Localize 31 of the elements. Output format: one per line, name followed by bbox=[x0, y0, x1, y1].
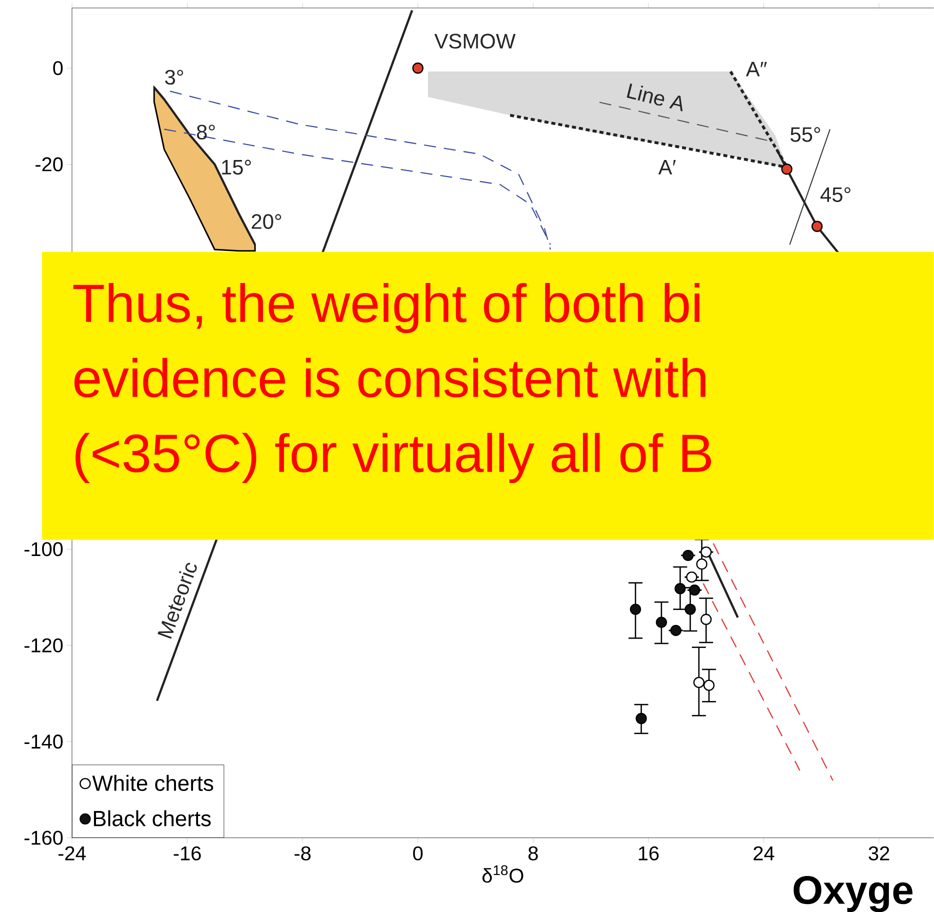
x-tick-label: 32 bbox=[868, 846, 890, 860]
x-tick-label: -8 bbox=[294, 846, 311, 860]
annotation: 20° bbox=[252, 214, 282, 229]
y-tick-label: -160 bbox=[24, 830, 63, 845]
y-tick-label: -20 bbox=[36, 157, 63, 172]
y-tick-label: -140 bbox=[24, 734, 63, 749]
x-tick-label: -24 bbox=[58, 846, 86, 860]
x-tick-label: 0 bbox=[413, 846, 423, 860]
annotation: 45° bbox=[820, 187, 850, 202]
annotation: VSMOW bbox=[434, 34, 516, 48]
y-tick-label: -100 bbox=[24, 542, 63, 556]
legend-label: Black cherts bbox=[94, 810, 211, 826]
annotation: A″ bbox=[746, 62, 767, 76]
annotation: Line A bbox=[626, 83, 683, 112]
x-tick-label: 16 bbox=[638, 846, 659, 860]
annotation: (<35°C) for virtually all of B bbox=[76, 432, 712, 483]
annotation: 3° bbox=[165, 70, 184, 85]
legend-label: White cherts bbox=[92, 774, 214, 791]
y-tick-label: -120 bbox=[24, 638, 63, 652]
annotation: Thus, the weight of both bi bbox=[73, 282, 700, 333]
text: Oxyge bbox=[794, 876, 912, 912]
x-axis-title: δ$^{18}$O bbox=[482, 865, 524, 883]
annotation: A′ bbox=[658, 160, 676, 174]
y-tick-label: 0 bbox=[53, 60, 63, 76]
annotation: 8° bbox=[196, 124, 215, 140]
annotation: 55° bbox=[790, 126, 820, 142]
annotation: 15° bbox=[222, 160, 251, 175]
annotation: evidence is consistent with bbox=[74, 358, 706, 398]
x-tick-label: 24 bbox=[754, 846, 774, 860]
x-tick-label: -16 bbox=[174, 846, 201, 860]
x-tick-label: 8 bbox=[528, 846, 538, 860]
